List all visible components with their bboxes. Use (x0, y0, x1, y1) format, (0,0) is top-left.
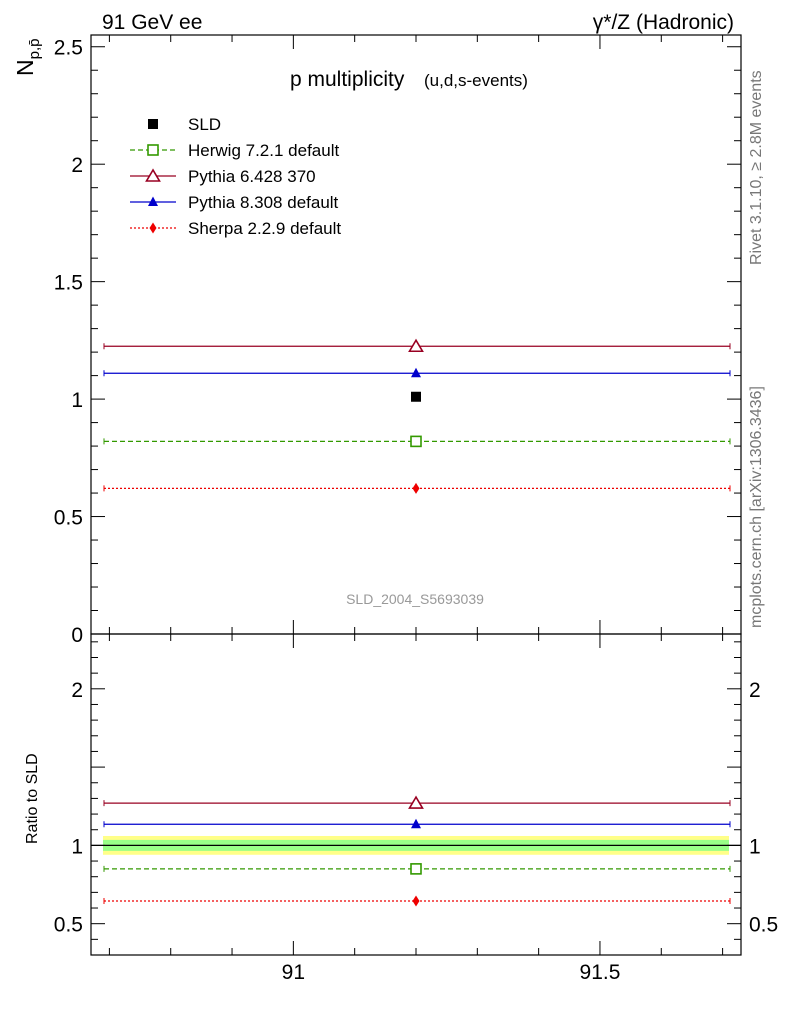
y-axis-label: Np,p̄ (12, 39, 43, 76)
data-point-sld (411, 391, 421, 402)
legend-marker-pythia-6-428-370 (145, 168, 161, 182)
y-tick-label: 1.5 (54, 272, 83, 295)
plot-subtitle: (u,d,s-events) (424, 71, 528, 90)
y-tick-label: 0 (71, 624, 83, 647)
data-point-pythia-6-428-370 (408, 338, 424, 353)
data-point-sherpa-2-2-9-default (412, 482, 420, 494)
header-right: γ*/Z (Hadronic) (593, 11, 734, 34)
header-left: 91 GeV ee (102, 11, 202, 34)
ratio-point-sherpa-2-2-9-default (412, 895, 420, 907)
legend-label-pythia-8-308-default: Pythia 8.308 default (188, 193, 339, 212)
analysis-watermark: SLD_2004_S5693039 (346, 591, 484, 607)
legend-marker-sld (148, 119, 158, 129)
data-point-pythia-8-308-default (411, 367, 421, 378)
y-tick-label: 1 (71, 835, 83, 858)
y-tick-label: 0.5 (54, 507, 83, 530)
y-tick-label: 1 (71, 389, 83, 412)
ratio-point-herwig-7-2-1-default (410, 863, 422, 875)
x-tick-label: 91 (282, 961, 305, 984)
ratio-point-pythia-6-428-370 (408, 795, 424, 809)
main-panel: 0 0.5 1 1.5 2 2.5 p multiplicity (u,d,s-events)… (12, 34, 742, 647)
mcplots-label: mcplots.cern.ch [arXiv:1306.3436] (748, 386, 765, 628)
ratio-plot-frame (90, 633, 742, 956)
rivet-version-label: Rivet 3.1.10, ≥ 2.8M events (748, 70, 765, 265)
y-tick-label: 0.5 (54, 914, 83, 937)
legend-marker-herwig-7-2-1-default (147, 144, 159, 156)
y-tick-label-right: 2 (749, 679, 761, 702)
ratio-point-pythia-8-308-default (411, 818, 421, 829)
y-tick-label: 2 (71, 154, 83, 177)
legend-label-pythia-6-428-370: Pythia 6.428 370 (188, 167, 316, 186)
y-axis-label-subscript: p,p̄ (26, 39, 43, 60)
data-point-herwig-7-2-1-default (410, 435, 422, 448)
legend-label-sherpa-2-2-9-default: Sherpa 2.2.9 default (188, 219, 341, 238)
legend-label-herwig-7-2-1-default: Herwig 7.2.1 default (188, 141, 339, 160)
legend-label-sld: SLD (188, 115, 221, 134)
y-tick-label: 2 (71, 679, 83, 702)
ratio-panel: 91 91.5 0.5 0.5 1 1 2 2 Ratio to SLD (24, 633, 778, 984)
ratio-y-axis-label: Ratio to SLD (24, 753, 41, 844)
y-tick-label-right: 0.5 (749, 914, 778, 937)
legend-marker-sherpa-2-2-9-default (149, 222, 157, 234)
y-tick-label-right: 1 (749, 835, 761, 858)
plot-title: p multiplicity (290, 68, 405, 91)
x-tick-label: 91.5 (580, 961, 621, 984)
legend-marker-pythia-8-308-default (148, 196, 158, 206)
y-tick-label: 2.5 (54, 37, 83, 60)
